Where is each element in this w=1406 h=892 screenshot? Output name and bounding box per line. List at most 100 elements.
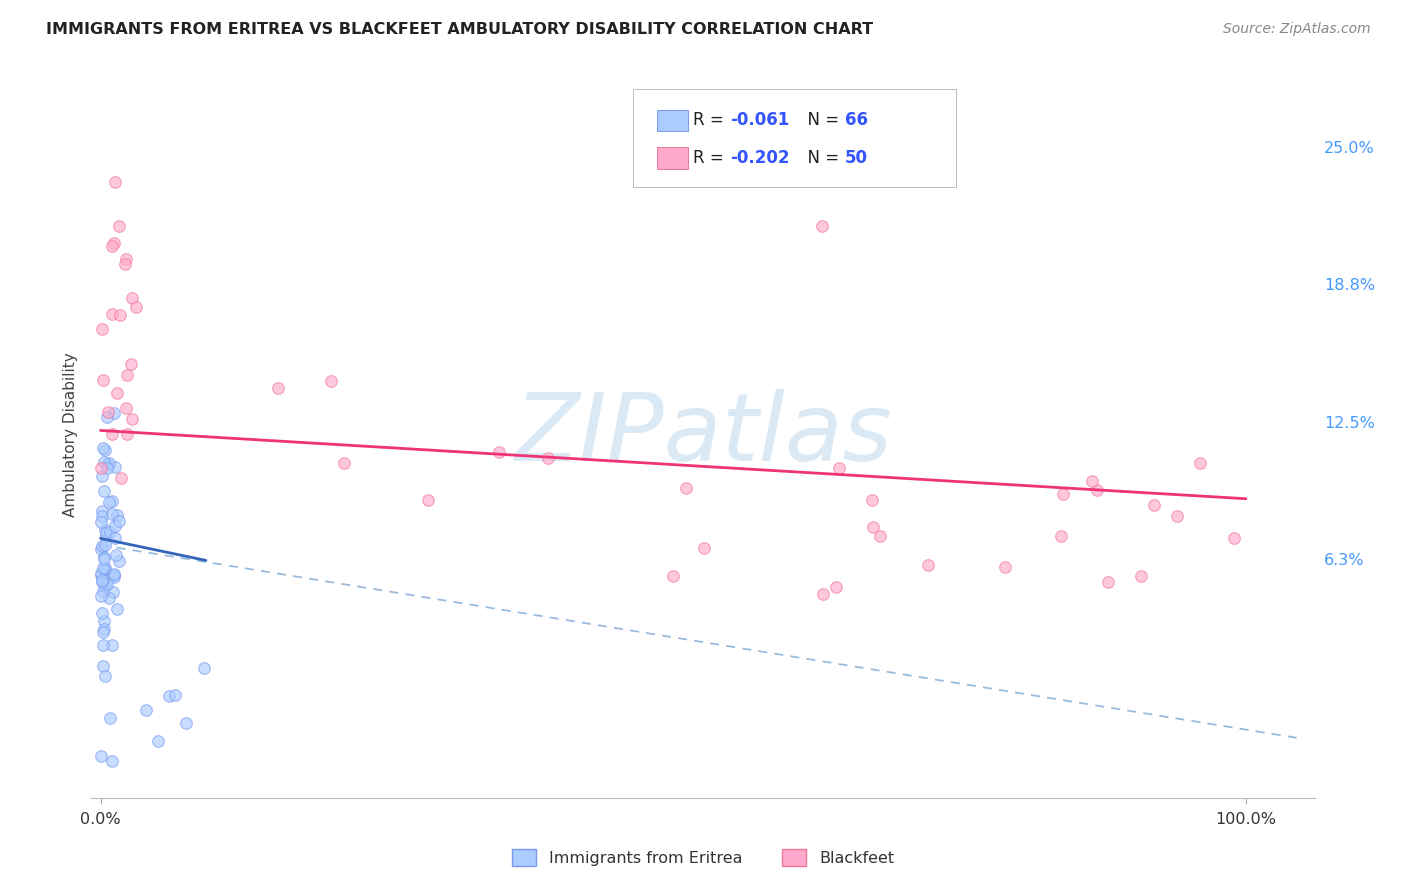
- Text: ZIPatlas: ZIPatlas: [515, 389, 891, 481]
- Point: [869, 529, 891, 543]
- Point: [91, 625, 114, 640]
- Point: [117, 368, 139, 382]
- Point: [93, 669, 115, 683]
- Point: [94, 525, 117, 540]
- Text: 12.5%: 12.5%: [1324, 417, 1375, 432]
- Point: [103, 566, 125, 581]
- Point: [93, 622, 115, 636]
- Point: [1085, 483, 1108, 497]
- Point: [93, 614, 115, 628]
- Point: [1097, 575, 1119, 590]
- Text: 25.0%: 25.0%: [1324, 141, 1375, 156]
- Point: [813, 587, 835, 601]
- Point: [90, 515, 112, 529]
- Point: [91, 584, 114, 599]
- Point: [103, 570, 125, 584]
- Point: [90, 606, 112, 620]
- Point: [103, 235, 125, 250]
- Point: [96, 577, 118, 591]
- Point: [135, 703, 157, 717]
- Point: [1143, 499, 1166, 513]
- Point: [90, 542, 112, 557]
- Point: [121, 291, 143, 305]
- Point: [488, 445, 510, 459]
- Point: [107, 386, 129, 401]
- Point: [416, 492, 439, 507]
- Point: [93, 549, 115, 564]
- Point: [1189, 457, 1212, 471]
- Text: N =: N =: [797, 112, 845, 129]
- Point: [176, 716, 198, 731]
- Point: [90, 567, 112, 582]
- Point: [101, 638, 124, 652]
- Text: 50: 50: [845, 149, 868, 167]
- Point: [319, 375, 342, 389]
- Point: [91, 561, 114, 575]
- Point: [193, 661, 215, 675]
- Point: [93, 483, 115, 498]
- Point: [90, 589, 112, 603]
- Point: [104, 548, 127, 562]
- Point: [163, 688, 186, 702]
- Text: Source: ZipAtlas.com: Source: ZipAtlas.com: [1223, 22, 1371, 37]
- Text: -0.061: -0.061: [730, 112, 789, 129]
- Point: [675, 481, 697, 495]
- Point: [96, 461, 118, 475]
- Point: [90, 504, 112, 518]
- Point: [91, 575, 114, 590]
- Text: 6.3%: 6.3%: [1324, 553, 1365, 568]
- Point: [120, 357, 142, 371]
- Point: [91, 638, 114, 652]
- Text: N =: N =: [797, 149, 845, 167]
- Point: [862, 520, 884, 534]
- Point: [91, 373, 114, 387]
- Point: [101, 754, 124, 768]
- Point: [108, 308, 131, 322]
- Point: [994, 559, 1017, 574]
- Point: [125, 301, 148, 315]
- Text: 66: 66: [845, 112, 868, 129]
- Y-axis label: Ambulatory Disability: Ambulatory Disability: [62, 352, 77, 517]
- Text: R =: R =: [693, 112, 730, 129]
- Legend: Immigrants from Eritrea, Blackfeet: Immigrants from Eritrea, Blackfeet: [503, 841, 903, 874]
- Point: [104, 174, 127, 188]
- Point: [96, 409, 118, 424]
- Point: [157, 690, 180, 704]
- Point: [267, 381, 290, 395]
- Point: [93, 552, 115, 566]
- Point: [94, 528, 117, 542]
- Point: [110, 471, 132, 485]
- Point: [93, 455, 115, 469]
- Point: [108, 554, 131, 568]
- Point: [98, 591, 121, 605]
- Point: [1129, 569, 1152, 583]
- Point: [105, 508, 128, 522]
- Point: [94, 524, 117, 538]
- Point: [693, 541, 716, 555]
- Point: [101, 307, 124, 321]
- Point: [91, 539, 114, 553]
- Point: [104, 519, 127, 533]
- Point: [121, 412, 143, 426]
- Point: [537, 451, 560, 466]
- Point: [332, 457, 354, 471]
- Point: [90, 748, 112, 763]
- Point: [98, 524, 121, 539]
- Point: [101, 493, 124, 508]
- Point: [104, 460, 127, 475]
- Point: [98, 495, 121, 509]
- Point: [91, 508, 114, 523]
- Point: [94, 578, 117, 592]
- Point: [1050, 529, 1073, 543]
- Point: [91, 658, 114, 673]
- Point: [105, 602, 128, 616]
- Point: [107, 514, 129, 528]
- Text: R =: R =: [693, 149, 730, 167]
- Point: [114, 252, 136, 266]
- Point: [146, 734, 169, 748]
- Point: [97, 456, 120, 470]
- Point: [825, 580, 848, 594]
- Text: 18.8%: 18.8%: [1324, 277, 1375, 293]
- Point: [662, 569, 685, 583]
- Point: [101, 427, 124, 442]
